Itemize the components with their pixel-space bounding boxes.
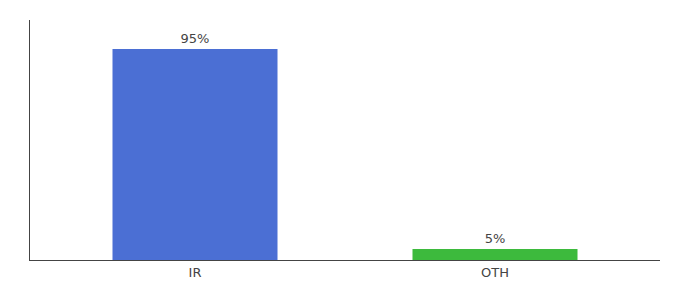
svg-text:95%: 95% bbox=[181, 31, 210, 46]
svg-text:OTH: OTH bbox=[481, 265, 509, 280]
svg-text:IR: IR bbox=[189, 265, 202, 280]
svg-text:5%: 5% bbox=[485, 231, 506, 246]
